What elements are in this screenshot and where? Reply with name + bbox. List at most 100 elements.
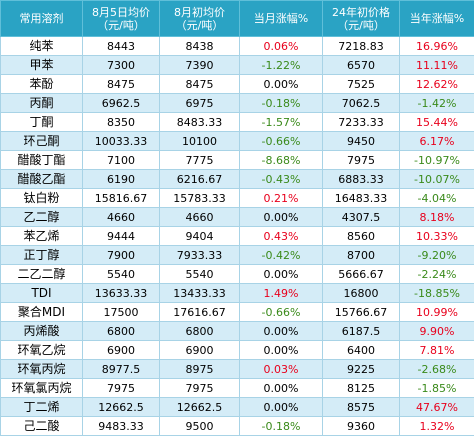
solvent-name-cell: 聚合MDI xyxy=(1,303,83,322)
year-change-cell: -9.20% xyxy=(400,246,474,265)
year-change-cell: -10.97% xyxy=(400,151,474,170)
start24-price-cell: 7062.5 xyxy=(323,94,400,113)
solvent-name-cell: 丁二烯 xyxy=(1,398,83,417)
year-change-cell: 9.90% xyxy=(400,322,474,341)
start24-price-cell: 6883.33 xyxy=(323,170,400,189)
start24-price-cell: 8125 xyxy=(323,379,400,398)
start24-price-cell: 9450 xyxy=(323,132,400,151)
aug1-price-cell: 6216.67 xyxy=(160,170,240,189)
solvent-name-cell: 醋酸乙酯 xyxy=(1,170,83,189)
year-change-cell: 10.33% xyxy=(400,227,474,246)
aug5-price-cell: 8443 xyxy=(83,37,160,56)
year-change-cell: 1.32% xyxy=(400,417,474,436)
month-change-cell: 0.43% xyxy=(240,227,323,246)
solvent-name-cell: 二乙二醇 xyxy=(1,265,83,284)
aug1-price-cell: 9500 xyxy=(160,417,240,436)
aug5-price-cell: 8475 xyxy=(83,75,160,94)
year-change-cell: 47.67% xyxy=(400,398,474,417)
year-change-cell: 12.62% xyxy=(400,75,474,94)
year-change-cell: 15.44% xyxy=(400,113,474,132)
solvent-name-cell: 醋酸丁酯 xyxy=(1,151,83,170)
year-change-cell: 16.96% xyxy=(400,37,474,56)
aug5-price-cell: 12662.5 xyxy=(83,398,160,417)
solvent-name-cell: 环己酮 xyxy=(1,132,83,151)
solvent-name-cell: 环氧氯丙烷 xyxy=(1,379,83,398)
start24-price-cell: 7233.33 xyxy=(323,113,400,132)
start24-price-cell: 6187.5 xyxy=(323,322,400,341)
aug1-price-cell: 6800 xyxy=(160,322,240,341)
aug1-price-cell: 7390 xyxy=(160,56,240,75)
year-change-cell: -1.85% xyxy=(400,379,474,398)
year-change-cell: -1.42% xyxy=(400,94,474,113)
aug5-price-cell: 7975 xyxy=(83,379,160,398)
aug5-price-cell: 6900 xyxy=(83,341,160,360)
aug1-price-cell: 6975 xyxy=(160,94,240,113)
aug1-price-cell: 17616.67 xyxy=(160,303,240,322)
aug5-price-cell: 4660 xyxy=(83,208,160,227)
aug5-price-cell: 6962.5 xyxy=(83,94,160,113)
month-change-cell: -0.66% xyxy=(240,303,323,322)
month-change-cell: 0.06% xyxy=(240,37,323,56)
aug5-price-cell: 7300 xyxy=(83,56,160,75)
aug1-price-cell: 4660 xyxy=(160,208,240,227)
header-solvent: 常用溶剂 xyxy=(1,1,83,37)
year-change-cell: 11.11% xyxy=(400,56,474,75)
start24-price-cell: 9225 xyxy=(323,360,400,379)
start24-price-cell: 6570 xyxy=(323,56,400,75)
start24-price-cell: 5666.67 xyxy=(323,265,400,284)
aug1-price-cell: 6900 xyxy=(160,341,240,360)
solvent-name-cell: TDI xyxy=(1,284,83,303)
month-change-cell: 0.00% xyxy=(240,379,323,398)
aug5-price-cell: 9444 xyxy=(83,227,160,246)
aug1-price-cell: 8975 xyxy=(160,360,240,379)
header-aug5-price: 8月5日均价（元/吨） xyxy=(83,1,160,37)
start24-price-cell: 9360 xyxy=(323,417,400,436)
solvent-name-cell: 乙二醇 xyxy=(1,208,83,227)
aug5-price-cell: 8350 xyxy=(83,113,160,132)
start24-price-cell: 7975 xyxy=(323,151,400,170)
month-change-cell: 0.00% xyxy=(240,208,323,227)
start24-price-cell: 8700 xyxy=(323,246,400,265)
month-change-cell: -0.43% xyxy=(240,170,323,189)
year-change-cell: -2.68% xyxy=(400,360,474,379)
header-month-change: 当月涨幅% xyxy=(240,1,323,37)
month-change-cell: 0.00% xyxy=(240,75,323,94)
month-change-cell: -1.22% xyxy=(240,56,323,75)
aug5-price-cell: 15816.67 xyxy=(83,189,160,208)
month-change-cell: -1.57% xyxy=(240,113,323,132)
aug1-price-cell: 15783.33 xyxy=(160,189,240,208)
aug5-price-cell: 10033.33 xyxy=(83,132,160,151)
aug5-price-cell: 7900 xyxy=(83,246,160,265)
header-year-change: 当年涨幅% xyxy=(400,1,474,37)
aug5-price-cell: 8977.5 xyxy=(83,360,160,379)
month-change-cell: -0.18% xyxy=(240,417,323,436)
header-start24-price: 24年初价格（元/吨） xyxy=(323,1,400,37)
start24-price-cell: 8560 xyxy=(323,227,400,246)
solvent-name-cell: 己二酸 xyxy=(1,417,83,436)
start24-price-cell: 16483.33 xyxy=(323,189,400,208)
start24-price-cell: 6400 xyxy=(323,341,400,360)
solvent-name-cell: 甲苯 xyxy=(1,56,83,75)
start24-price-cell: 7525 xyxy=(323,75,400,94)
solvent-name-cell: 丁酮 xyxy=(1,113,83,132)
year-change-cell: -10.07% xyxy=(400,170,474,189)
month-change-cell: 0.00% xyxy=(240,341,323,360)
month-change-cell: 0.03% xyxy=(240,360,323,379)
aug1-price-cell: 7775 xyxy=(160,151,240,170)
start24-price-cell: 16800 xyxy=(323,284,400,303)
